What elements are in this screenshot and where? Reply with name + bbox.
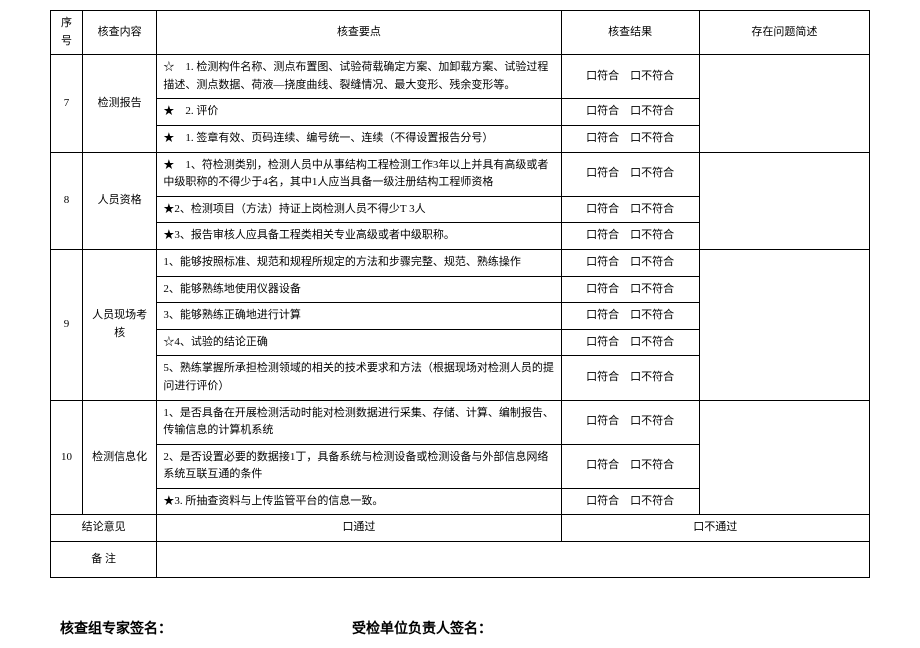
point-cell: ★3. 所抽查资料与上传监管平台的信息一致。 [157,488,561,515]
point-cell: ★2、检测项目（方法）持证上岗检测人员不得少T 3人 [157,196,561,223]
header-result: 核查结果 [561,11,699,55]
table-row: 9 人员现场考核 1、能够按照标准、规范和规程所规定的方法和步骤完整、规范、熟练… [51,249,870,276]
point-cell: ★3、报告审核人应具备工程类相关专业高级或者中级职称。 [157,223,561,250]
header-remark: 存在问题简述 [699,11,869,55]
seq-cell: 10 [51,400,83,515]
remark-row: 备 注 [51,542,870,578]
header-content: 核查内容 [82,11,156,55]
signature-expert-label: 核查组专家签名： [60,618,172,638]
content-cell: 检测报告 [82,55,156,152]
seq-cell: 9 [51,249,83,400]
conclusion-label: 结论意见 [51,515,157,542]
remark-label: 备 注 [51,542,157,578]
conclusion-fail: 口不通过 [561,515,869,542]
table-row: 7 检测报告 ☆ 1. 检测构件名称、测点布置图、试验荷载确定方案、加卸载方案、… [51,55,870,99]
result-cell: 口符合 口不符合 [561,55,699,99]
result-cell: 口符合 口不符合 [561,152,699,196]
result-cell: 口符合 口不符合 [561,276,699,303]
remark-cell [699,400,869,515]
seq-cell: 8 [51,152,83,249]
result-cell: 口符合 口不符合 [561,400,699,444]
content-cell: 检测信息化 [82,400,156,515]
table-row: 8 人员资格 ★ 1、符检测类别，检测人员中从事结构工程检测工作3年以上并具有高… [51,152,870,196]
remark-cell [699,152,869,249]
point-cell: ★ 1、符检测类别，检测人员中从事结构工程检测工作3年以上并具有高级或者中级职称… [157,152,561,196]
conclusion-row: 结论意见 口通过 口不通过 [51,515,870,542]
point-cell: ★ 2. 评价 [157,99,561,126]
table-body: 7 检测报告 ☆ 1. 检测构件名称、测点布置图、试验荷载确定方案、加卸载方案、… [51,55,870,578]
content-cell: 人员资格 [82,152,156,249]
header-seq: 序号 [51,11,83,55]
result-cell: 口符合 口不符合 [561,223,699,250]
signature-unit-label: 受检单位负责人签名： [352,618,492,638]
point-cell: 2、是否设置必要的数据接1丁，具备系统与检测设备或检测设备与外部信息网络系统互联… [157,444,561,488]
table-header-row: 序号 核查内容 核查要点 核查结果 存在问题简述 [51,11,870,55]
result-cell: 口符合 口不符合 [561,488,699,515]
point-cell: ★ 1. 签章有效、页码连续、编号统一、连续（不得设置报告分号） [157,125,561,152]
result-cell: 口符合 口不符合 [561,249,699,276]
remark-value [157,542,870,578]
result-cell: 口符合 口不符合 [561,356,699,400]
header-points: 核查要点 [157,11,561,55]
result-cell: 口符合 口不符合 [561,99,699,126]
signature-row: 核查组专家签名： 受检单位负责人签名： [50,618,870,638]
result-cell: 口符合 口不符合 [561,196,699,223]
point-cell: 2、能够熟练地使用仪器设备 [157,276,561,303]
result-cell: 口符合 口不符合 [561,444,699,488]
point-cell: ☆4、试验的结论正确 [157,329,561,356]
seq-cell: 7 [51,55,83,152]
inspection-table: 序号 核查内容 核查要点 核查结果 存在问题简述 7 检测报告 ☆ 1. 检测构… [50,10,870,578]
point-cell: ☆ 1. 检测构件名称、测点布置图、试验荷载确定方案、加卸载方案、试验过程描述、… [157,55,561,99]
point-cell: 1、能够按照标准、规范和规程所规定的方法和步骤完整、规范、熟练操作 [157,249,561,276]
point-cell: 5、熟练掌握所承担检测领域的相关的技术要求和方法（根据现场对检测人员的提问进行评… [157,356,561,400]
point-cell: 1、是否具备在开展检测活动时能对检测数据进行采集、存储、计算、编制报告、传输信息… [157,400,561,444]
result-cell: 口符合 口不符合 [561,303,699,330]
content-cell: 人员现场考核 [82,249,156,400]
table-row: 10 检测信息化 1、是否具备在开展检测活动时能对检测数据进行采集、存储、计算、… [51,400,870,444]
result-cell: 口符合 口不符合 [561,329,699,356]
conclusion-pass: 口通过 [157,515,561,542]
result-cell: 口符合 口不符合 [561,125,699,152]
remark-cell [699,249,869,400]
point-cell: 3、能够熟练正确地进行计算 [157,303,561,330]
remark-cell [699,55,869,152]
